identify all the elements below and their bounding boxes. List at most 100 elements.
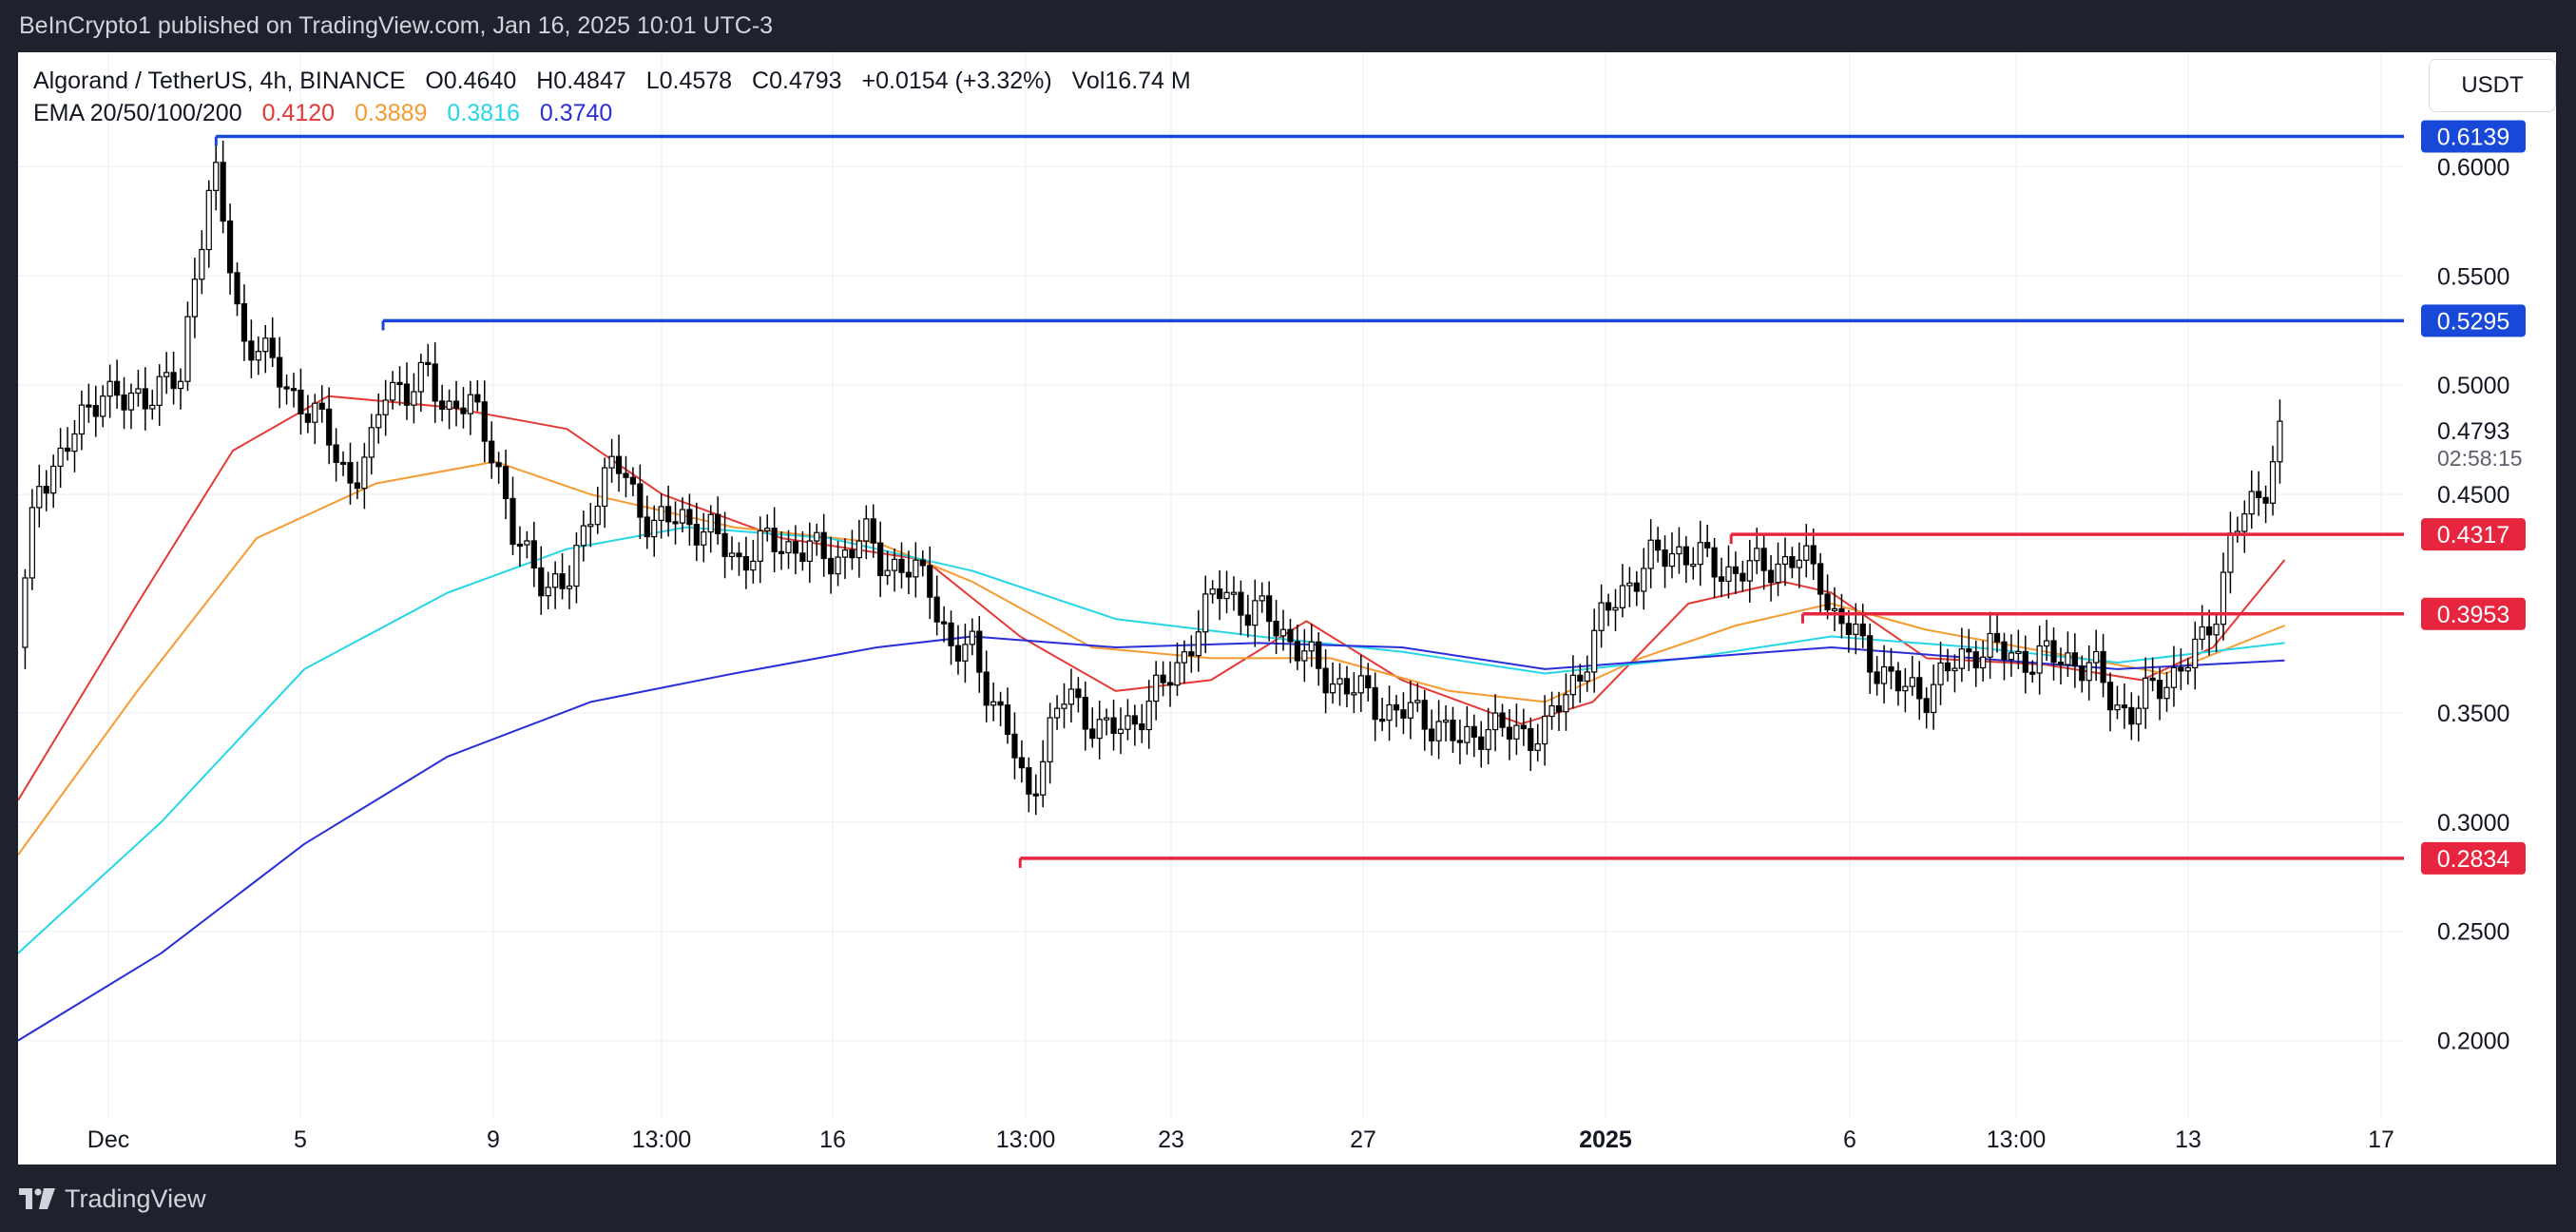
candle-up: [1746, 560, 1753, 582]
candle-up: [658, 506, 664, 522]
candle-up: [1181, 651, 1188, 664]
candle-down: [86, 404, 92, 408]
candle-up: [411, 391, 417, 406]
candle-up: [1775, 563, 1781, 584]
candle-up: [57, 447, 64, 468]
candle-down: [1450, 720, 1456, 741]
candle-down: [1287, 628, 1294, 643]
candle-up: [1485, 728, 1491, 750]
candle-down: [425, 361, 432, 365]
ema20-value: 0.4120: [261, 100, 336, 126]
candle-up: [22, 577, 29, 648]
symbol-name[interactable]: Algorand / TetherUS, 4h, BINANCE: [33, 67, 406, 94]
candle-up: [177, 380, 184, 390]
candle-down: [933, 596, 940, 623]
ema-line-50: [18, 460, 2285, 856]
candle-down: [1011, 733, 1018, 759]
x-tick-label: 13: [2175, 1126, 2201, 1153]
ema-label[interactable]: EMA 20/50/100/200: [33, 100, 242, 126]
ema100-value: 0.3816: [447, 100, 520, 126]
candle-up: [1329, 683, 1336, 694]
candle-up: [552, 573, 559, 588]
candle-down: [1888, 665, 1894, 672]
y-tick-label: 0.3500: [2437, 701, 2509, 727]
candle-down: [2121, 704, 2127, 709]
candle-up: [1958, 648, 1965, 669]
candle-down: [997, 701, 1004, 706]
candle-up: [594, 505, 601, 526]
candle-up: [806, 540, 813, 563]
candle-down: [849, 549, 855, 559]
candle-down: [1838, 607, 1845, 625]
candle-up: [2213, 624, 2220, 636]
y-tick-label: 0.5000: [2437, 373, 2509, 399]
candle-up: [184, 316, 191, 382]
candle-down: [877, 542, 884, 577]
candle-up: [1442, 720, 1450, 723]
candle-down: [693, 524, 700, 546]
candle-up: [1259, 595, 1265, 602]
candle-down: [559, 573, 566, 589]
currency-button[interactable]: USDT: [2429, 59, 2556, 112]
candle-down: [2001, 641, 2008, 661]
candle-up: [1061, 703, 1067, 709]
candle-down: [304, 413, 311, 423]
support-price-tag: [2421, 518, 2526, 551]
candle-up: [969, 630, 975, 645]
candle-down: [92, 405, 99, 417]
candle-down: [481, 401, 488, 442]
candle-down: [1944, 662, 1951, 672]
candle-down: [1471, 725, 1477, 738]
candle-up: [1209, 588, 1216, 595]
candle-down: [820, 531, 827, 560]
candle-up: [1803, 545, 1810, 561]
x-tick-label: 27: [1350, 1126, 1376, 1153]
candle-down: [1555, 704, 1563, 713]
high-value: H0.4847: [536, 67, 626, 94]
tradingview-logo[interactable]: TradingView: [19, 1184, 206, 1213]
price-chart[interactable]: 0.6000 0.5500 0.5000 0.4500 0.3500 0.3000 0.25…: [18, 52, 2556, 1165]
candle-down: [432, 363, 438, 402]
low-value: L0.4578: [645, 67, 733, 94]
candle-down: [2022, 650, 2028, 673]
candle-down: [1682, 546, 1689, 566]
candle-down: [778, 550, 785, 554]
candle-down: [1139, 723, 1145, 731]
candle-down: [1365, 675, 1372, 689]
chart-panel[interactable]: 0.6000 0.5500 0.5000 0.4500 0.3500 0.3000 0.25…: [18, 52, 2556, 1165]
candle-down: [1238, 591, 1244, 616]
candle-up: [382, 399, 389, 415]
candle-down: [1718, 576, 1725, 582]
candle-up: [1279, 628, 1287, 637]
candle-down: [354, 482, 361, 490]
candle-down: [403, 383, 411, 406]
candle-down: [1266, 595, 1273, 623]
candle-up: [728, 552, 736, 557]
support-price-tag: [2421, 597, 2526, 630]
candle-down: [1874, 671, 1880, 684]
candle-down: [615, 455, 623, 474]
candle-up: [2135, 707, 2142, 725]
candle-up: [573, 545, 580, 587]
candle-down: [983, 671, 990, 706]
candle-up: [135, 388, 142, 395]
candle-up: [2163, 686, 2170, 700]
candle-down: [1004, 704, 1011, 735]
candle-up: [2269, 461, 2277, 504]
candle-up: [1626, 582, 1633, 587]
candle-up: [913, 559, 919, 578]
candle-down: [516, 543, 524, 548]
candle-up: [1351, 692, 1357, 696]
candle-up: [2248, 491, 2255, 515]
resistance-price-tag: [2421, 120, 2526, 153]
x-tick-label: 13:00: [996, 1126, 1056, 1153]
symbol-row: Algorand / TetherUS, 4h, BINANCE O0.4640…: [33, 65, 1204, 97]
candle-down: [954, 645, 962, 662]
candle-up: [1937, 662, 1944, 685]
candle-up: [163, 372, 170, 377]
candle-up: [1987, 632, 1993, 658]
candle-down: [1089, 728, 1096, 740]
candle-up: [764, 528, 771, 531]
candle-down: [976, 630, 983, 673]
candle-down: [905, 571, 913, 578]
